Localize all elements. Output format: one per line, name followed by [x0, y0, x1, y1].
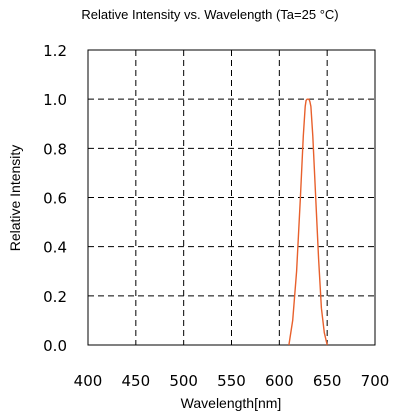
y-tick-labels: 0.0 0.2 0.4 0.6 0.8 1.0 1.2	[43, 42, 67, 355]
y-tick-label: 1.0	[43, 91, 67, 109]
x-tick-label: 400	[74, 372, 103, 390]
y-tick-label: 0.0	[43, 337, 67, 355]
y-tick-label: 0.6	[43, 190, 67, 208]
x-tick-label: 600	[265, 372, 294, 390]
chart-title: Relative Intensity vs. Wavelength (Ta=25…	[81, 7, 338, 22]
x-tick-label: 700	[361, 372, 390, 390]
x-tick-label: 450	[122, 372, 151, 390]
y-axis-label: Relative Intensity	[7, 145, 23, 252]
series-group	[288, 98, 328, 346]
y-tick-label: 1.2	[43, 42, 67, 60]
y-tick-label: 0.4	[43, 239, 67, 257]
series-line	[288, 98, 328, 346]
x-axis-label: Wavelength[nm]	[181, 395, 282, 411]
y-tick-label: 0.2	[43, 288, 67, 306]
y-tick-label: 0.8	[43, 140, 67, 158]
plot-frame	[87, 49, 376, 346]
x-tick-labels: 400 450 500 550 600 650 700	[74, 372, 390, 390]
grid	[88, 50, 375, 345]
x-tick-label: 650	[313, 372, 342, 390]
x-tick-label: 550	[217, 372, 246, 390]
x-tick-label: 500	[169, 372, 198, 390]
